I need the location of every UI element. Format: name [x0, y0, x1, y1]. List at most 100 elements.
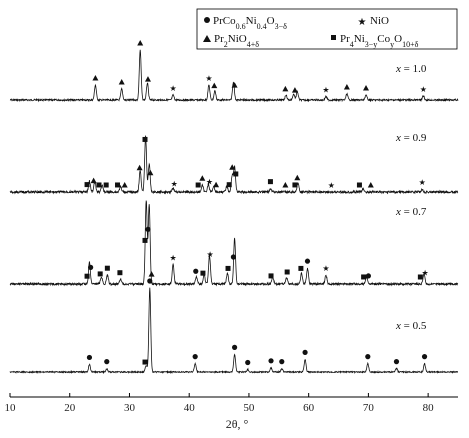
square-marker — [417, 274, 423, 280]
circle-marker — [230, 254, 237, 260]
circle-marker — [104, 359, 110, 365]
circle-marker — [86, 354, 93, 361]
square-marker — [142, 136, 148, 142]
square-marker — [142, 359, 148, 365]
x-tick-label: 60 — [303, 402, 315, 414]
circle-marker — [145, 226, 151, 232]
legend-square-marker — [331, 35, 336, 40]
xrd-trace — [9, 135, 459, 195]
square-marker — [284, 269, 290, 275]
pattern-label: x = 1.0 — [395, 63, 427, 75]
triangle-marker — [282, 85, 289, 92]
xrd-trace — [9, 200, 459, 287]
legend-item-perovskite: PrCo0.6Ni0.4O3−δ — [204, 15, 287, 31]
circle-marker — [88, 264, 94, 270]
pattern-traces — [9, 49, 459, 375]
triangle-marker — [229, 164, 236, 170]
star-marker: ★ — [205, 74, 212, 83]
triangle-marker — [148, 271, 155, 277]
pattern-labels: x = 1.0 x = 0.9 x = 0.7 x = 0.5 — [395, 63, 427, 332]
x-tick-label: 10 — [5, 402, 17, 414]
circle-marker — [268, 358, 274, 364]
star-marker: ★ — [169, 84, 176, 93]
x-tick-label: 80 — [423, 402, 435, 414]
circle-marker — [245, 359, 251, 366]
square-marker — [103, 182, 109, 188]
triangle-marker — [294, 174, 301, 181]
legend-label-nio: NiO — [370, 15, 389, 27]
star-marker: ★ — [206, 178, 213, 187]
square-marker — [200, 270, 206, 276]
triangle-marker — [136, 164, 143, 171]
star-marker: ★ — [419, 178, 426, 187]
x-axis-title: 2θ, ° — [226, 417, 249, 431]
triangle-marker — [199, 175, 206, 181]
square-marker — [356, 182, 362, 188]
legend-circle-marker — [204, 17, 210, 23]
circle-marker — [147, 278, 153, 284]
square-marker — [84, 273, 90, 279]
square-marker — [267, 179, 273, 185]
x-tick-label: 70 — [363, 402, 375, 414]
square-marker — [361, 274, 367, 280]
xrd-trace — [9, 49, 459, 103]
circle-marker — [192, 354, 198, 360]
triangle-marker — [121, 181, 128, 188]
legend-triangle-marker — [203, 35, 211, 42]
phase-markers: ★ ★ ★ ★ ★ ★ ★ ★ ★ ★ ★ ★ — [84, 40, 429, 366]
triangle-marker — [211, 82, 218, 89]
pattern-label: x = 0.7 — [395, 206, 427, 218]
xrd-trace — [9, 287, 459, 375]
triangle-marker — [231, 82, 238, 88]
triangle-marker — [363, 85, 370, 91]
star-marker: ★ — [322, 264, 329, 273]
legend-star-marker: ★ — [358, 17, 367, 28]
star-marker: ★ — [322, 86, 329, 95]
circle-marker — [365, 354, 371, 360]
triangle-marker — [213, 181, 220, 188]
square-marker — [117, 270, 123, 276]
square-marker — [268, 273, 274, 279]
legend-item-rp3: Pr4Ni3−yCoyO10+δ — [331, 33, 419, 49]
legend-label-rp3: Pr4Ni3−yCoyO10+δ — [340, 33, 419, 49]
square-marker — [226, 182, 232, 188]
circle-marker — [231, 344, 238, 350]
triangle-marker — [147, 169, 154, 176]
x-axis-ticks: 10 20 30 40 50 60 70 80 — [5, 393, 435, 414]
circle-marker — [279, 359, 285, 365]
triangle-marker — [144, 76, 151, 82]
star-marker: ★ — [169, 254, 176, 263]
triangle-marker — [367, 182, 374, 188]
x-tick-label: 50 — [243, 402, 255, 414]
triangle-marker — [92, 75, 99, 81]
circle-marker — [302, 349, 308, 355]
star-marker: ★ — [328, 181, 335, 190]
star-marker: ★ — [422, 268, 429, 277]
square-marker — [298, 265, 304, 271]
circle-marker — [304, 258, 311, 264]
star-marker: ★ — [420, 85, 427, 94]
star-marker: ★ — [207, 250, 214, 259]
square-marker — [233, 171, 239, 177]
star-marker: ★ — [171, 179, 178, 188]
circle-marker — [421, 354, 428, 360]
x-tick-label: 40 — [184, 402, 196, 414]
triangle-marker — [118, 79, 125, 85]
circle-marker — [193, 268, 199, 274]
square-marker — [142, 237, 148, 243]
legend: PrCo0.6Ni0.4O3−δ ★ NiO Pr2NiO4+δ Pr4Ni3−… — [196, 8, 458, 50]
x-tick-label: 20 — [64, 402, 76, 414]
square-marker — [96, 182, 102, 188]
pattern-label: x = 0.5 — [395, 320, 427, 332]
triangle-marker — [282, 182, 289, 188]
legend-label-rp1: Pr2NiO4+δ — [214, 33, 259, 49]
triangle-marker — [343, 84, 350, 90]
legend-item-nio: ★ NiO — [358, 15, 389, 28]
square-marker — [97, 271, 103, 277]
square-marker — [84, 182, 90, 188]
triangle-marker — [90, 177, 97, 184]
triangle-marker — [137, 40, 144, 46]
legend-item-rp1: Pr2NiO4+δ — [203, 33, 259, 49]
circle-marker — [393, 359, 400, 365]
